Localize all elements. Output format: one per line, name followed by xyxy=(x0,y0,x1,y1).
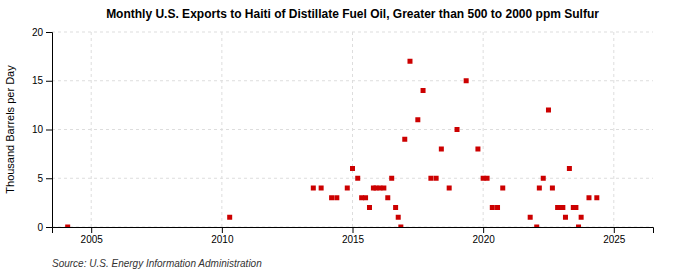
point xyxy=(490,205,495,210)
chart: 2005 2010 2015 2020 2025 0 5 10 15 20 Monthly U.S.… xyxy=(0,0,675,275)
y-axis-line xyxy=(46,33,53,228)
y-tick-mark xyxy=(46,81,52,82)
x-tick-label: 2015 xyxy=(342,234,365,245)
grid-line-y xyxy=(52,80,653,81)
y-tick-label: 5 xyxy=(37,173,43,184)
point xyxy=(576,225,581,228)
x-tick-label: 2025 xyxy=(603,234,626,245)
point xyxy=(563,215,568,220)
y-tick: 5 xyxy=(37,173,52,184)
y-tick-mark xyxy=(46,32,52,33)
y-axis-title: Thousand Barrels per Day xyxy=(4,65,16,194)
point xyxy=(329,195,334,200)
y-tick-mark xyxy=(46,227,52,228)
point xyxy=(334,195,339,200)
point xyxy=(385,195,390,200)
grid-line-y xyxy=(52,178,653,179)
x-axis: 2005 2010 2015 2020 2025 xyxy=(53,227,654,245)
grid-line-x xyxy=(483,32,484,227)
point xyxy=(350,166,355,171)
plot: 2005 2010 2015 2020 2025 0 5 10 15 20 xyxy=(32,27,654,245)
point xyxy=(560,205,565,210)
source-note: Source: U.S. Energy Information Administ… xyxy=(52,258,262,269)
grid-line-y xyxy=(52,129,653,130)
point xyxy=(402,137,407,142)
point xyxy=(500,186,505,191)
y-tick-label: 15 xyxy=(32,75,44,86)
x-tick: 2025 xyxy=(603,227,626,245)
point xyxy=(550,186,555,191)
point xyxy=(464,78,469,83)
x-tick: 2015 xyxy=(342,227,365,245)
x-tick-label: 2020 xyxy=(473,234,496,245)
point xyxy=(407,59,412,64)
point xyxy=(345,186,350,191)
point xyxy=(528,215,533,220)
point xyxy=(319,186,324,191)
x-tick: 2010 xyxy=(211,227,234,245)
point xyxy=(439,147,444,152)
y-tick: 20 xyxy=(32,27,52,38)
x-tick-mark xyxy=(91,227,92,233)
point xyxy=(475,147,480,152)
point xyxy=(455,127,460,132)
x-tick-label: 2010 xyxy=(211,234,234,245)
point xyxy=(393,205,398,210)
x-tick-mark xyxy=(483,227,484,233)
point xyxy=(396,215,401,220)
x-tick-mark xyxy=(353,227,354,233)
point xyxy=(355,176,360,181)
point xyxy=(579,215,584,220)
y-tick: 0 xyxy=(37,222,52,233)
title: Monthly U.S. Exports to Haiti of Distill… xyxy=(106,7,599,21)
grid-line-y xyxy=(52,32,653,33)
x-tick-mark xyxy=(222,227,223,233)
point xyxy=(421,88,426,93)
point xyxy=(65,225,70,228)
y-axis: 0 5 10 15 20 xyxy=(32,27,53,233)
point xyxy=(594,195,599,200)
point xyxy=(363,195,368,200)
point xyxy=(541,176,546,181)
grid xyxy=(52,32,653,227)
point xyxy=(311,186,316,191)
y-tick: 10 xyxy=(32,124,52,135)
grid-line-x xyxy=(613,32,614,227)
point xyxy=(567,166,572,171)
point xyxy=(428,176,433,181)
y-tick-mark xyxy=(46,130,52,131)
point xyxy=(447,186,452,191)
point xyxy=(546,108,551,113)
x-tick: 2005 xyxy=(81,227,104,245)
point xyxy=(434,176,439,181)
point xyxy=(389,176,394,181)
y-tick-label: 0 xyxy=(37,222,43,233)
x-tick: 2020 xyxy=(473,227,496,245)
point xyxy=(398,225,403,228)
points xyxy=(65,59,599,227)
point xyxy=(573,205,578,210)
y-tick-label: 10 xyxy=(32,124,44,135)
y-tick: 15 xyxy=(32,75,52,86)
point xyxy=(485,176,490,181)
x-tick-mark xyxy=(614,227,615,233)
y-tick-label: 20 xyxy=(32,27,44,38)
x-tick-label: 2005 xyxy=(81,234,104,245)
point xyxy=(534,225,539,228)
point xyxy=(367,205,372,210)
point xyxy=(495,205,500,210)
point xyxy=(415,117,420,122)
point xyxy=(586,195,591,200)
point xyxy=(537,186,542,191)
y-tick-mark xyxy=(46,178,52,179)
x-axis-line xyxy=(53,228,654,234)
point xyxy=(381,186,386,191)
point xyxy=(227,215,232,220)
